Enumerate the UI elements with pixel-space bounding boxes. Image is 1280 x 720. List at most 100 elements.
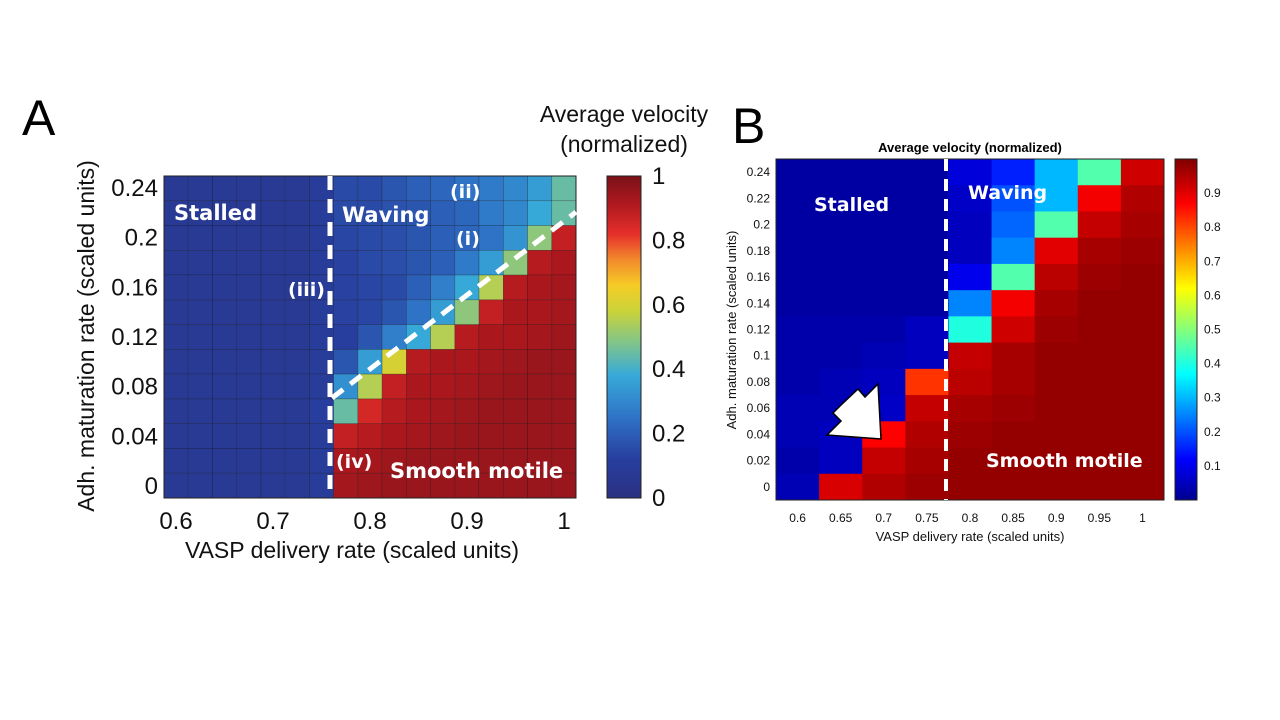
panel-a-heatmap-cell — [551, 324, 577, 350]
panel-a-y-tick-label: 0 — [145, 473, 158, 500]
panel-b-heatmap-cell — [905, 421, 949, 448]
panel-b-heatmap-cell — [905, 447, 949, 475]
panel-a-heatmap-cell — [236, 324, 262, 350]
panel-a-heatmap-cell — [357, 274, 383, 301]
panel-a-heatmap-cell — [381, 250, 407, 276]
panel-a-heatmap-cell — [212, 472, 238, 499]
panel-b-heatmap-cell — [862, 211, 906, 239]
panel-b-arrow — [825, 382, 882, 440]
panel-b-heatmap-cell — [1077, 316, 1122, 344]
panel-a-heatmap-cell — [502, 472, 528, 499]
panel-a-heatmap-cell — [478, 373, 504, 400]
panel-b-heatmap-cell — [1077, 290, 1122, 317]
panel-a-heatmap-cell — [502, 324, 528, 350]
panel-a-heatmap-cell — [527, 299, 553, 325]
panel-a-heatmap-cell — [284, 274, 310, 301]
panel-b-x-tick-label: 0.6 — [789, 511, 806, 525]
panel-a-heatmap-cell — [478, 200, 504, 226]
panel-b-heatmap-cell — [819, 211, 863, 239]
panel-b-colorbar-tick-label: 0.5 — [1204, 323, 1221, 337]
panel-a-heatmap-cell — [551, 274, 577, 301]
panel-b-heatmap-cell — [862, 342, 906, 370]
panel-b-heatmap-cell — [1120, 290, 1165, 317]
panel-b-heatmap-cell — [819, 473, 863, 501]
panel-a-heatmap-cell — [333, 472, 359, 499]
panel-a-heatmap-cell — [260, 472, 286, 499]
panel-a-heatmap-cell — [163, 250, 189, 276]
panel-a-heatmap-cell — [478, 398, 504, 424]
panel-a-point-ii: (ii) — [450, 181, 480, 203]
panel-a-plot-frame — [163, 175, 577, 499]
panel-a-heatmap-cell — [357, 324, 383, 350]
panel-a-heatmap-cell — [527, 373, 553, 400]
panel-b-heatmap-cell — [991, 185, 1036, 212]
panel-b-heatmap-cell — [776, 211, 820, 239]
panel-a-point-i: (i) — [456, 228, 480, 250]
panel-a-heatmap-cell — [284, 200, 310, 226]
panel-b-heatmap-cell — [948, 237, 992, 265]
panel-a-y-tick-label: 0.08 — [111, 374, 158, 401]
panel-a-heatmap-cell — [284, 423, 310, 449]
panel-a-heatmap-cell — [357, 448, 383, 474]
panel-b-heatmap-cell — [819, 159, 863, 186]
panel-a-colorbar — [606, 175, 642, 499]
panel-b-heatmap-cell — [1077, 263, 1122, 291]
panel-a-heatmap-cell — [502, 349, 528, 375]
panel-a-heatmap-cell — [236, 274, 262, 301]
panel-b-y-tick-label: 0.04 — [747, 427, 771, 441]
panel-a-heatmap-cell — [163, 299, 189, 325]
panel-a-heatmap-cell — [187, 324, 213, 350]
panel-a-heatmap-cell — [454, 225, 480, 251]
panel-a-heatmap-cell — [236, 299, 262, 325]
panel-a-heatmap-cell — [381, 373, 407, 400]
panel-a-heatmap-cell — [381, 175, 407, 202]
panel-a-colorbar-tick-label: 0 — [652, 485, 665, 512]
panel-a-heatmap-cell — [357, 398, 383, 424]
panel-a-heatmap-cell — [381, 200, 407, 226]
panel-a-heatmap-cell — [406, 274, 431, 301]
panel-b-heatmap-cell — [991, 316, 1036, 344]
panel-a-heatmap-cell — [260, 175, 286, 202]
panel-a-heatmap-cell — [236, 472, 262, 499]
panel-a-heatmap-cell — [187, 423, 213, 449]
panel-b-region-stalled: Stalled — [814, 194, 889, 216]
panel-b-heatmap-cell — [991, 421, 1036, 448]
panel-a-heatmap-cell — [212, 200, 238, 226]
panel-a-heatmap-cell — [284, 472, 310, 499]
panel-a-heatmap-cell — [236, 373, 262, 400]
panel-b-heatmap-cell — [905, 211, 949, 239]
panel-b-heatmap-cell — [776, 290, 820, 317]
panel-a-heatmap-cell — [454, 324, 480, 350]
panel-b-y-tick-label: 0.14 — [747, 296, 771, 310]
panel-a-heatmap-cell — [260, 299, 286, 325]
panel-a-colorbar-title-line1: Average velocity — [540, 101, 709, 127]
panel-b-heatmap-cell — [862, 263, 906, 291]
panel-a-heatmap-cell — [212, 299, 238, 325]
panel-b-heatmap-cell — [948, 211, 992, 239]
panel-b-heatmap-cell — [991, 342, 1036, 370]
panel-b-colorbar-tick-label: 0.6 — [1204, 288, 1221, 302]
panel-a-heatmap-cell — [406, 200, 431, 226]
panel-a-y-tick-label: 0.04 — [111, 423, 158, 450]
panel-b-heatmap-cell — [776, 473, 820, 501]
panel-b-y-tick-label: 0.18 — [747, 244, 771, 258]
panel-b-heatmap-cell — [819, 447, 863, 475]
panel-a-heatmap-cell — [284, 448, 310, 474]
panel-a-heatmap-cell — [236, 225, 262, 251]
panel-b-heatmap-cell — [1120, 237, 1165, 265]
panel-a-heatmap-cell — [333, 200, 359, 226]
panel-b-heatmap-cell — [1120, 263, 1165, 291]
panel-b-heatmap-cell — [905, 290, 949, 317]
panel-a-heatmap-cell — [381, 324, 407, 350]
panel-a-heatmap-cell — [236, 349, 262, 375]
panel-a-heatmap-cell — [381, 274, 407, 301]
panel-a-heatmap-cell — [478, 472, 504, 499]
panel-b-colorbar-ticks: 0.1 0.2 0.3 0.4 0.5 0.6 0.7 0.8 0.9 — [1204, 186, 1221, 473]
panel-b-heatmap-cell — [1034, 447, 1079, 475]
panel-b-heatmap-cell — [905, 473, 949, 501]
panel-a-heatmap-cell — [212, 274, 238, 301]
panel-a-heatmap-cell — [260, 250, 286, 276]
panel-a-heatmap-cell — [381, 398, 407, 424]
panel-a-heatmap-cell — [502, 175, 528, 202]
panel-a-heatmap-cell — [284, 373, 310, 400]
